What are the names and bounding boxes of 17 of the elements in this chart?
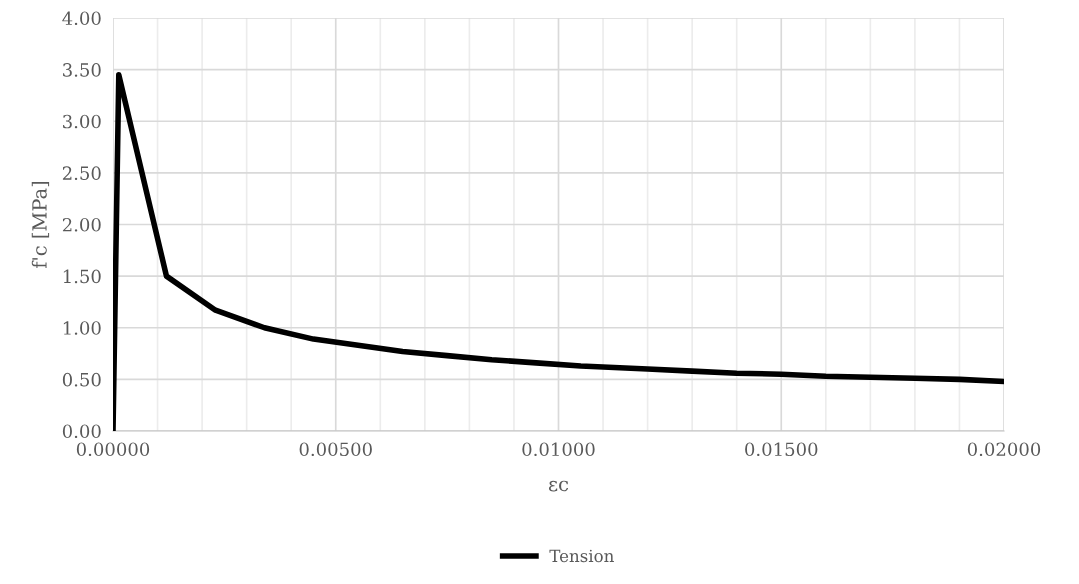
y-tick-label: 0.50 (62, 372, 101, 387)
x-tick-label: 0.02000 (967, 442, 1041, 457)
x-tick-label: 0.01000 (522, 442, 595, 457)
y-tick-label: 0.00 (62, 424, 101, 439)
y-tick-label: 3.00 (63, 114, 101, 129)
y-tick-label: 2.00 (62, 217, 101, 232)
y-tick-label: 2.50 (62, 166, 101, 180)
x-axis-title: εc (548, 480, 569, 492)
x-tick-label: 0.00000 (76, 442, 150, 457)
legend-label: Tension (549, 549, 614, 563)
y-tick-label: 1.50 (63, 269, 101, 284)
y-tick-label: 1.00 (63, 321, 101, 335)
y-tick-label: 3.50 (63, 63, 101, 77)
x-tick-label: 0.00500 (299, 442, 372, 457)
x-tick-label: 0.01500 (745, 442, 818, 457)
y-axis-title: f'c [MPa] (31, 181, 50, 269)
y-tick-label: 4.00 (62, 11, 101, 26)
